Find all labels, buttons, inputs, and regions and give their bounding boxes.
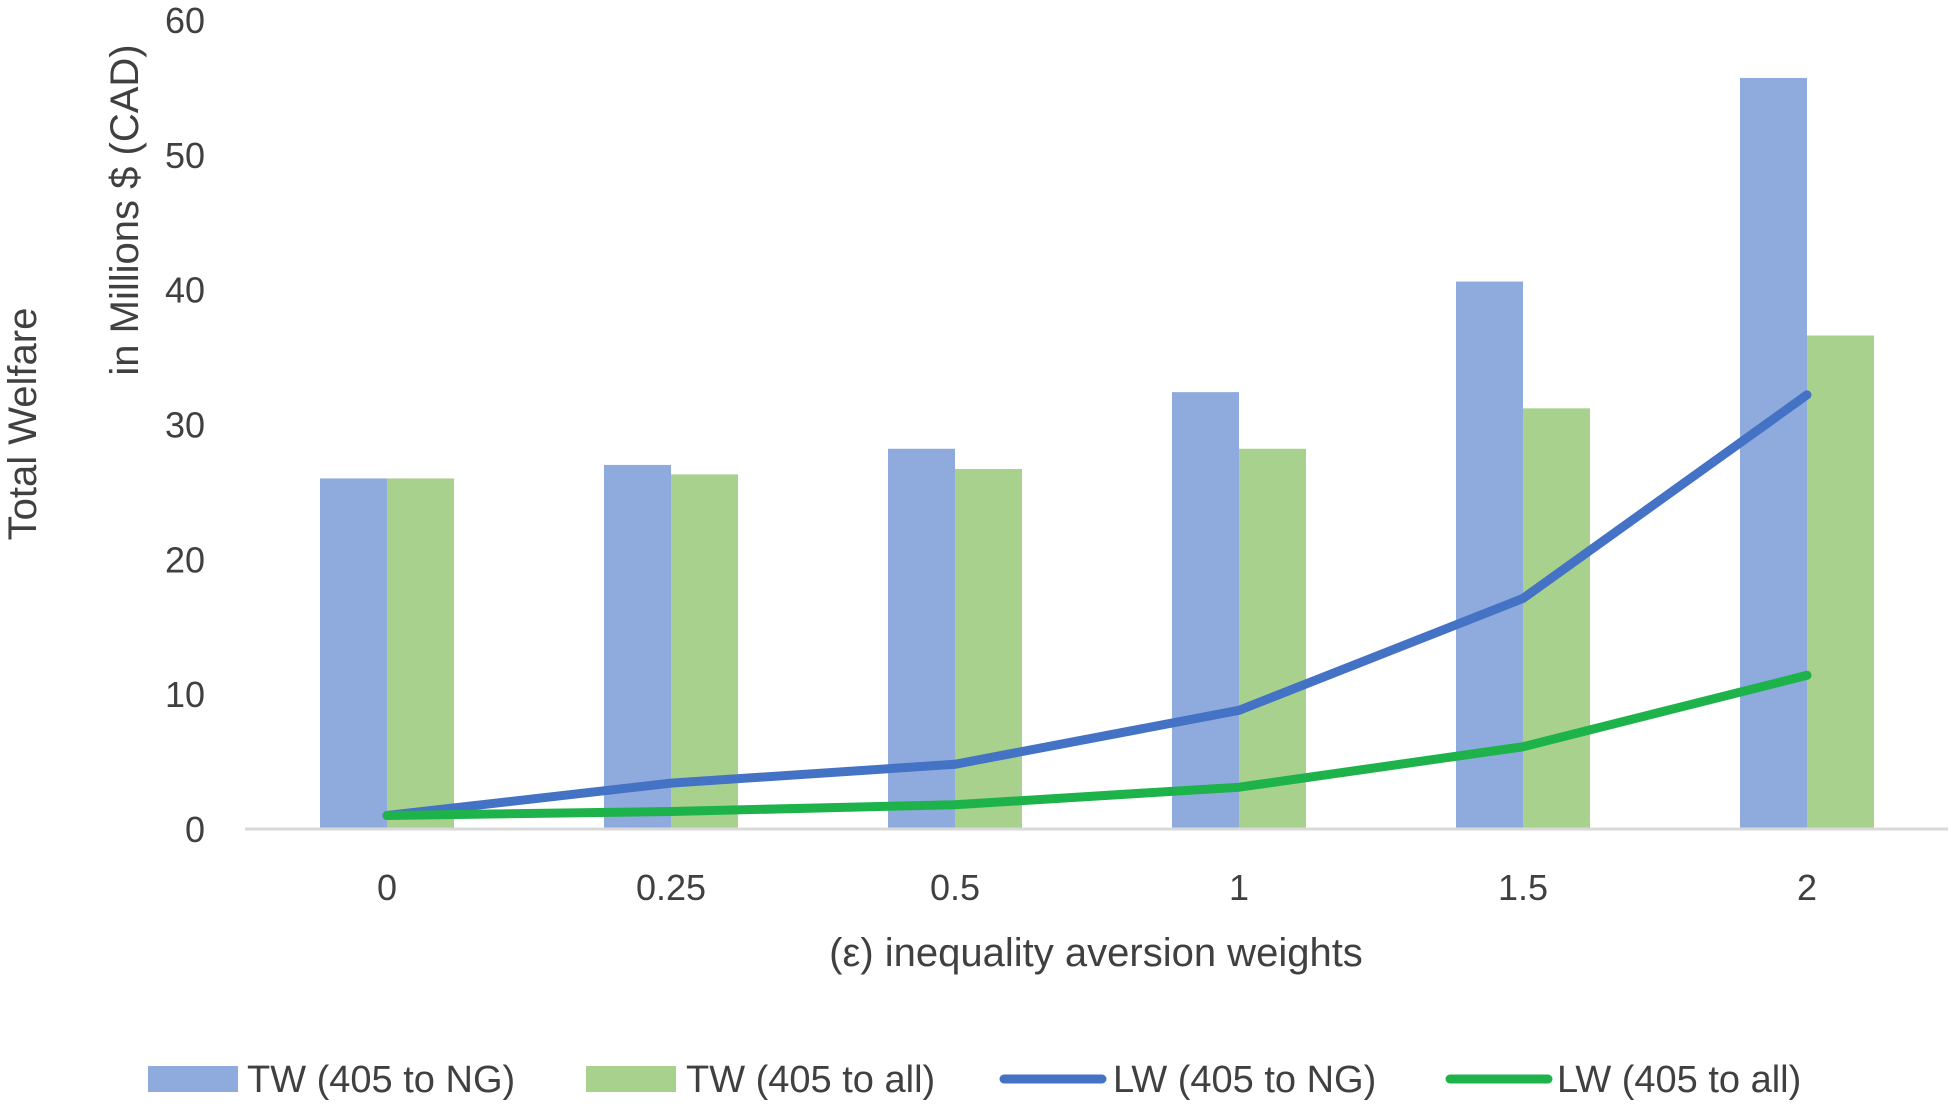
bar-tw-ng-0 xyxy=(320,478,387,829)
y-tick-label: 50 xyxy=(165,135,205,176)
legend-label: TW (405 to NG) xyxy=(247,1059,515,1101)
y-tick-label: 40 xyxy=(165,270,205,311)
bar-tw-all-1.5 xyxy=(1523,408,1590,829)
x-tick-label: 0.25 xyxy=(636,867,706,908)
bar-tw-ng-2 xyxy=(1740,77,1807,829)
bar-tw-all-0.25 xyxy=(671,474,738,829)
legend-label: LW (405 to all) xyxy=(1557,1059,1801,1101)
x-tick-label: 0.5 xyxy=(930,867,980,908)
legend-label: LW (405 to NG) xyxy=(1113,1059,1376,1101)
legend-label: TW (405 to all) xyxy=(686,1059,935,1101)
bar-tw-all-0.5 xyxy=(955,468,1022,829)
bar-tw-ng-0.25 xyxy=(604,464,671,829)
y-axis-title-line1: Total Welfare xyxy=(1,308,45,541)
x-tick-label: 0 xyxy=(377,867,397,908)
y-tick-label: 30 xyxy=(165,405,205,446)
x-tick-label: 1 xyxy=(1229,867,1249,908)
y-tick-label: 10 xyxy=(165,674,205,715)
x-tick-label: 1.5 xyxy=(1498,867,1548,908)
y-axis-title-line2: in Millions $ (CAD) xyxy=(103,44,147,375)
y-tick-label: 60 xyxy=(165,0,205,41)
x-axis-ticks: 0 0.25 0.5 1 1.5 2 xyxy=(377,867,1817,908)
line-lw-ng xyxy=(382,390,1812,821)
series-lines xyxy=(382,390,1812,821)
bar-tw-all-1 xyxy=(1239,448,1306,829)
legend-swatch-tw-all xyxy=(586,1066,676,1092)
legend-swatch-tw-ng xyxy=(148,1066,238,1092)
legend: TW (405 to NG) TW (405 to all) LW (405 to … xyxy=(148,1059,1801,1101)
bar-tw-all-2 xyxy=(1807,335,1874,829)
y-tick-label: 0 xyxy=(185,809,205,850)
line-lw-all xyxy=(382,670,1812,821)
bars xyxy=(320,77,1874,829)
bar-tw-all-0 xyxy=(387,478,454,829)
y-axis-ticks: 0 10 20 30 40 50 60 xyxy=(165,0,205,850)
x-axis-title: (ε) inequality aversion weights xyxy=(829,931,1363,975)
bar-tw-ng-1 xyxy=(1172,392,1239,829)
x-tick-label: 2 xyxy=(1797,867,1817,908)
bar-tw-ng-1.5 xyxy=(1456,281,1523,829)
y-tick-label: 20 xyxy=(165,539,205,580)
